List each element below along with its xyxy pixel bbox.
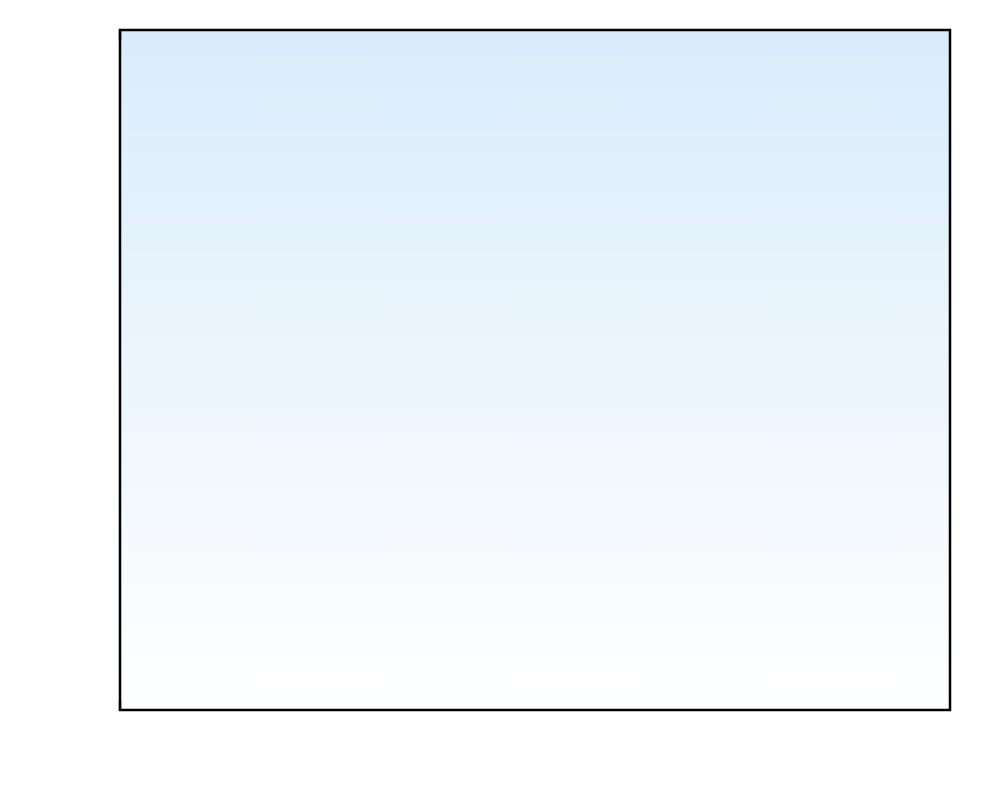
plot-background (120, 30, 950, 710)
chart-svg (0, 0, 994, 800)
capacity-chart (0, 0, 994, 800)
